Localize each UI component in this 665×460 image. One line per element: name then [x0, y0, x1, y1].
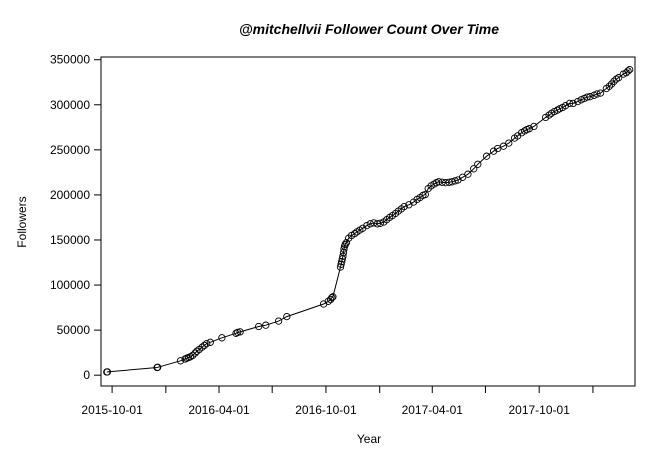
data-point	[337, 260, 345, 268]
data-point	[470, 165, 478, 173]
data-point	[530, 122, 538, 131]
data-point	[193, 347, 201, 355]
x-axis-title: Year	[357, 432, 381, 446]
x-tick-label: 2016-10-01	[295, 403, 357, 417]
data-point	[236, 328, 244, 336]
data-point	[574, 97, 582, 106]
data-point	[421, 190, 429, 199]
data-point	[363, 221, 371, 230]
data-point	[565, 99, 574, 108]
data-point	[329, 293, 337, 301]
chart-title: @mitchellvii Follower Count Over Time	[239, 21, 499, 37]
data-point	[561, 102, 570, 110]
data-point	[593, 90, 601, 98]
data-point	[191, 349, 199, 357]
data-point	[605, 82, 613, 90]
y-axis: 0 50000 100000 150000 200000 250000 300000 3500…	[50, 53, 101, 382]
series-layer	[103, 65, 634, 376]
data-point	[103, 368, 112, 376]
data-point	[154, 363, 162, 371]
data-point	[474, 160, 482, 168]
y-tick-label: 350000	[50, 53, 90, 67]
data-point	[451, 177, 459, 185]
data-point	[189, 351, 197, 360]
data-point	[176, 357, 185, 365]
y-tick-label: 50000	[57, 323, 91, 337]
data-point	[376, 219, 384, 227]
data-point	[283, 312, 291, 321]
x-axis: 2015-10-01 2016-04-01 2016-10-01 2017-04-01…	[81, 386, 594, 417]
data-point	[545, 111, 553, 119]
x-tick-label: 2017-10-01	[508, 403, 570, 417]
data-point	[583, 93, 591, 101]
data-point	[340, 245, 348, 253]
data-point	[341, 240, 349, 249]
x-tick-label: 2015-10-01	[81, 403, 143, 417]
data-point	[569, 99, 577, 108]
data-point	[342, 239, 351, 247]
data-point	[458, 173, 467, 181]
series-line	[106, 69, 631, 373]
data-point	[626, 65, 634, 74]
data-point	[400, 202, 408, 211]
data-point	[328, 294, 336, 302]
data-point	[464, 170, 472, 178]
data-point	[438, 178, 446, 186]
y-tick-label: 0	[83, 368, 90, 382]
data-point	[200, 341, 209, 350]
data-point	[339, 252, 347, 260]
data-point	[255, 322, 263, 331]
data-point	[586, 93, 594, 101]
data-point	[373, 220, 381, 228]
data-point	[218, 334, 226, 342]
y-tick-label: 300000	[50, 98, 90, 112]
data-point	[610, 77, 618, 85]
y-tick-label: 250000	[50, 143, 90, 157]
data-point	[262, 321, 270, 329]
data-point	[525, 125, 533, 133]
data-point	[232, 329, 240, 337]
data-point	[624, 67, 632, 75]
y-axis-title: Followers	[15, 196, 29, 247]
data-point	[274, 317, 283, 325]
data-point	[596, 89, 605, 97]
data-point	[505, 139, 513, 147]
data-point	[198, 343, 206, 351]
x-tick-label: 2016-04-01	[188, 403, 250, 417]
y-tick-label: 100000	[50, 278, 90, 292]
x-tick-label: 2017-04-01	[402, 403, 464, 417]
data-point	[206, 338, 214, 346]
y-tick-label: 200000	[50, 188, 90, 202]
data-point	[435, 178, 443, 186]
data-point	[614, 74, 623, 82]
data-point	[338, 257, 346, 266]
data-point	[499, 142, 508, 150]
data-point	[350, 230, 359, 238]
data-point	[366, 220, 374, 228]
data-point	[336, 263, 345, 271]
plot-frame	[100, 56, 636, 387]
data-point	[482, 152, 491, 160]
data-point	[203, 339, 211, 348]
y-tick-label: 150000	[50, 233, 90, 247]
